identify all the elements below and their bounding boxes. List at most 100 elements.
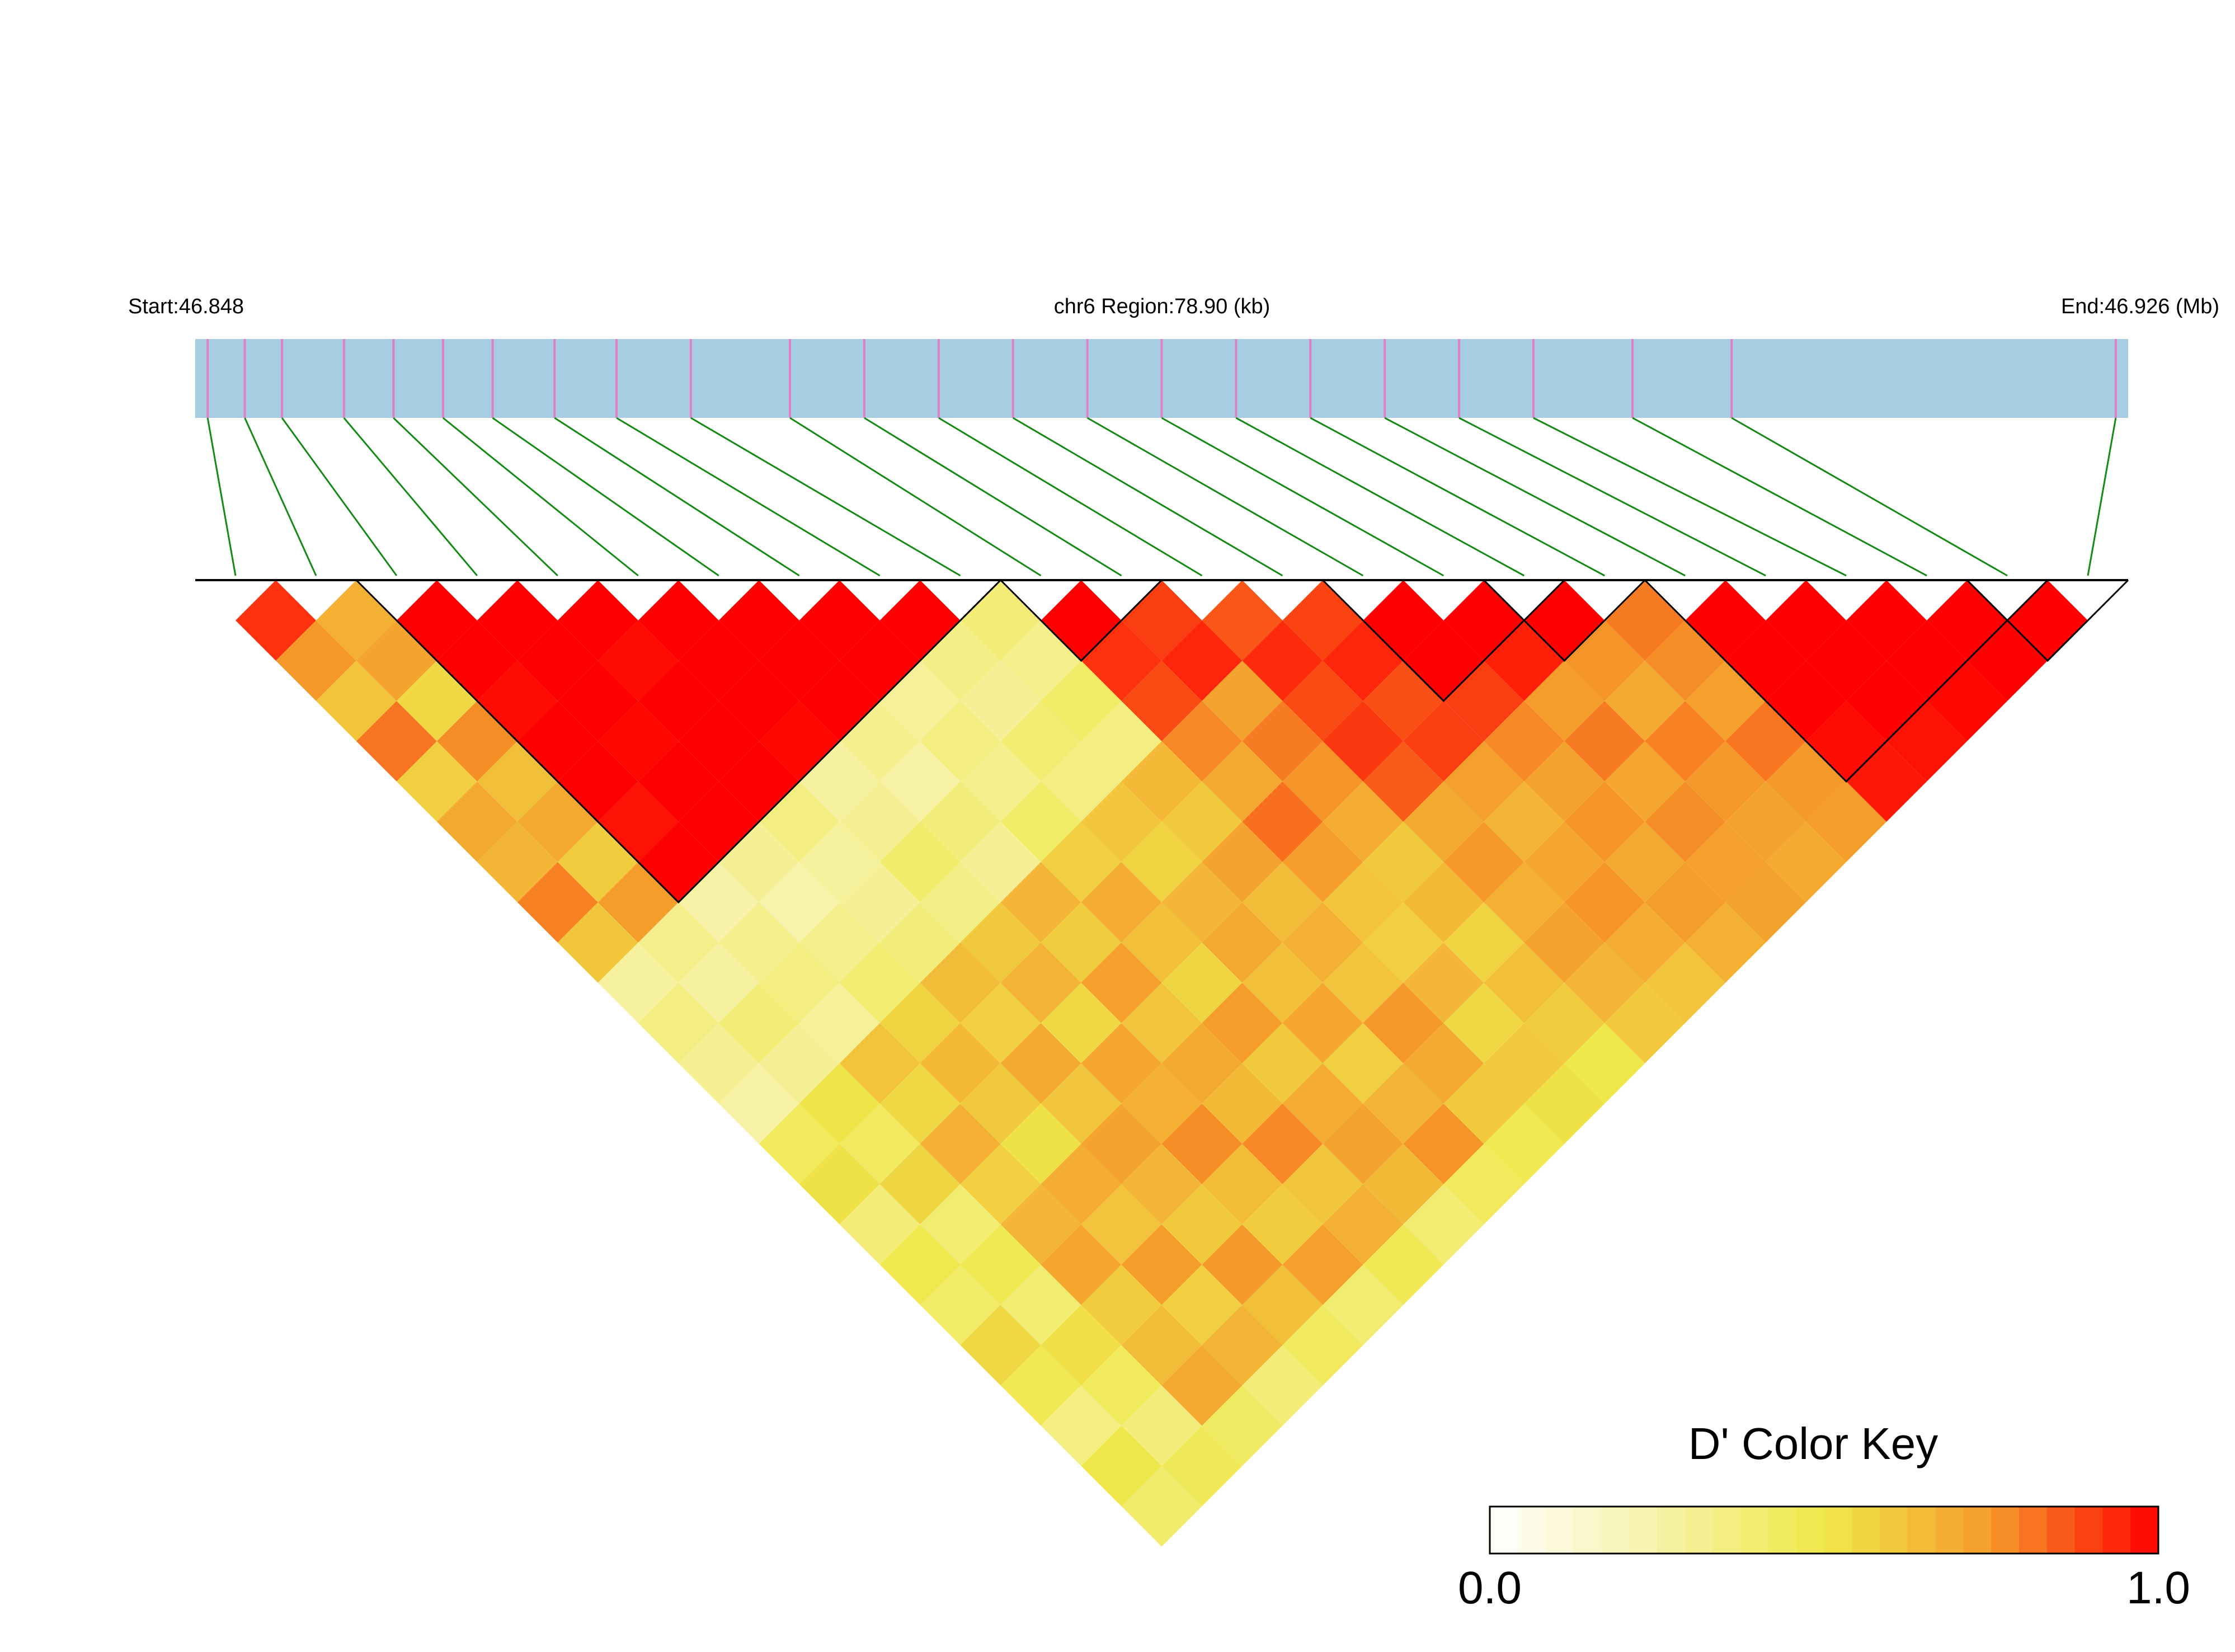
ld-cell: [1363, 660, 1444, 741]
ld-cell: [638, 580, 719, 661]
ld-cell: [1725, 700, 1806, 782]
ld-cell: [1121, 982, 1202, 1063]
ld-cell: [1242, 1264, 1323, 1345]
ld-cell: [1242, 942, 1323, 1023]
ld-cell: [1524, 660, 1605, 741]
ld-cell: [960, 902, 1041, 983]
ld-cell: [1605, 982, 1686, 1063]
ld-cell: [718, 902, 799, 983]
ld-cell: [759, 620, 840, 701]
ld-cell: [1323, 862, 1404, 943]
ld-cell: [356, 620, 437, 701]
ld-block: [1483, 579, 1646, 662]
ld-cell: [1081, 1425, 1162, 1507]
snp-link: [864, 417, 1122, 577]
ld-cell: [1524, 1063, 1605, 1144]
ld-cell: [557, 902, 638, 983]
color-key-step: [1991, 1507, 2020, 1554]
ld-cell: [1564, 781, 1645, 862]
ld-cell: [1000, 862, 1081, 943]
ld-cell: [678, 1023, 759, 1104]
ld-cell: [1081, 1264, 1162, 1345]
ld-cell: [759, 862, 840, 943]
ld-cell: [718, 580, 799, 661]
ld-cell: [1323, 1103, 1404, 1184]
ld-cell: [235, 580, 316, 661]
ld-cell: [1202, 1385, 1283, 1466]
ld-cell: [1806, 781, 1887, 862]
color-key-step: [1768, 1507, 1797, 1554]
ld-cell: [1605, 821, 1686, 902]
ld-cell: [396, 741, 477, 822]
ld-cell: [1403, 781, 1484, 862]
ld-cell: [1564, 942, 1645, 1023]
ld-cell: [1484, 942, 1565, 1023]
ld-cell: [1766, 660, 1847, 741]
ld-cell: [477, 821, 558, 902]
ld-cell: [1564, 1023, 1645, 1104]
start-label: Start:46.848: [128, 295, 244, 318]
ld-cell: [1484, 781, 1565, 862]
snp-link: [1533, 417, 1847, 577]
ld-cell: [638, 982, 719, 1063]
ld-cell: [1202, 1305, 1283, 1386]
ld-block: [1000, 579, 1163, 662]
ld-cell: [1484, 862, 1565, 943]
snp-link: [443, 417, 639, 577]
ld-cell: [356, 700, 437, 782]
ld-cell: [1081, 1184, 1162, 1265]
snp-link: [492, 417, 719, 577]
ld-cell: [1242, 781, 1323, 862]
ld-cell: [879, 821, 961, 902]
color-key-step: [1740, 1507, 1769, 1554]
ld-cell: [1846, 660, 1927, 741]
ld-cell: [1605, 902, 1686, 983]
snp-link: [2087, 417, 2117, 576]
ld-cell: [1202, 1143, 1283, 1225]
ld-cell: [1484, 700, 1565, 782]
ld-cell: [1725, 862, 1806, 943]
ld-cell: [1242, 1345, 1323, 1426]
ld-cell: [1242, 700, 1323, 782]
ld-cell: [1403, 1184, 1484, 1265]
ld-cell: [1363, 741, 1444, 822]
ld-block: [1966, 579, 2129, 662]
ld-cell: [1282, 1143, 1363, 1225]
ld-cell: [1161, 1023, 1243, 1104]
ld-cell: [960, 1063, 1041, 1144]
ld-cell: [759, 1023, 840, 1104]
ld-cell: [839, 1184, 920, 1265]
color-key-step: [2074, 1507, 2104, 1554]
ld-cell: [1121, 821, 1202, 902]
snp-link: [1731, 417, 2008, 577]
ld-cell: [1000, 942, 1081, 1023]
ld-cell: [1725, 781, 1806, 862]
ld-cell: [1323, 1023, 1404, 1104]
ld-cell: [718, 660, 799, 741]
ld-cell: [1443, 580, 1524, 661]
ld-cell: [1484, 1103, 1565, 1184]
ld-cell: [1323, 942, 1404, 1023]
snp-link: [789, 417, 1042, 577]
ld-cell: [1685, 821, 1766, 902]
ld-cell: [1967, 620, 2048, 701]
ld-cell: [1000, 781, 1081, 862]
color-key-label: 1.0: [2126, 1562, 2190, 1613]
ld-cell: [1685, 902, 1766, 983]
ld-cell: [839, 862, 920, 943]
ld-cell: [597, 942, 679, 1023]
snp-link: [281, 417, 398, 576]
ld-cell: [1886, 700, 1968, 782]
ld-cell: [1041, 660, 1122, 741]
ld-cell: [759, 942, 840, 1023]
ld-cell: [1121, 741, 1202, 822]
ld-cell: [960, 1143, 1041, 1225]
ld-cell: [1363, 580, 1444, 661]
ld-cell: [1443, 902, 1524, 983]
snp-link: [1161, 417, 1444, 577]
ld-cell: [1605, 741, 1686, 822]
color-key-step: [1935, 1507, 1964, 1554]
ld-cell: [1685, 741, 1766, 822]
ld-cell: [1443, 1063, 1524, 1144]
ld-cell: [1323, 781, 1404, 862]
